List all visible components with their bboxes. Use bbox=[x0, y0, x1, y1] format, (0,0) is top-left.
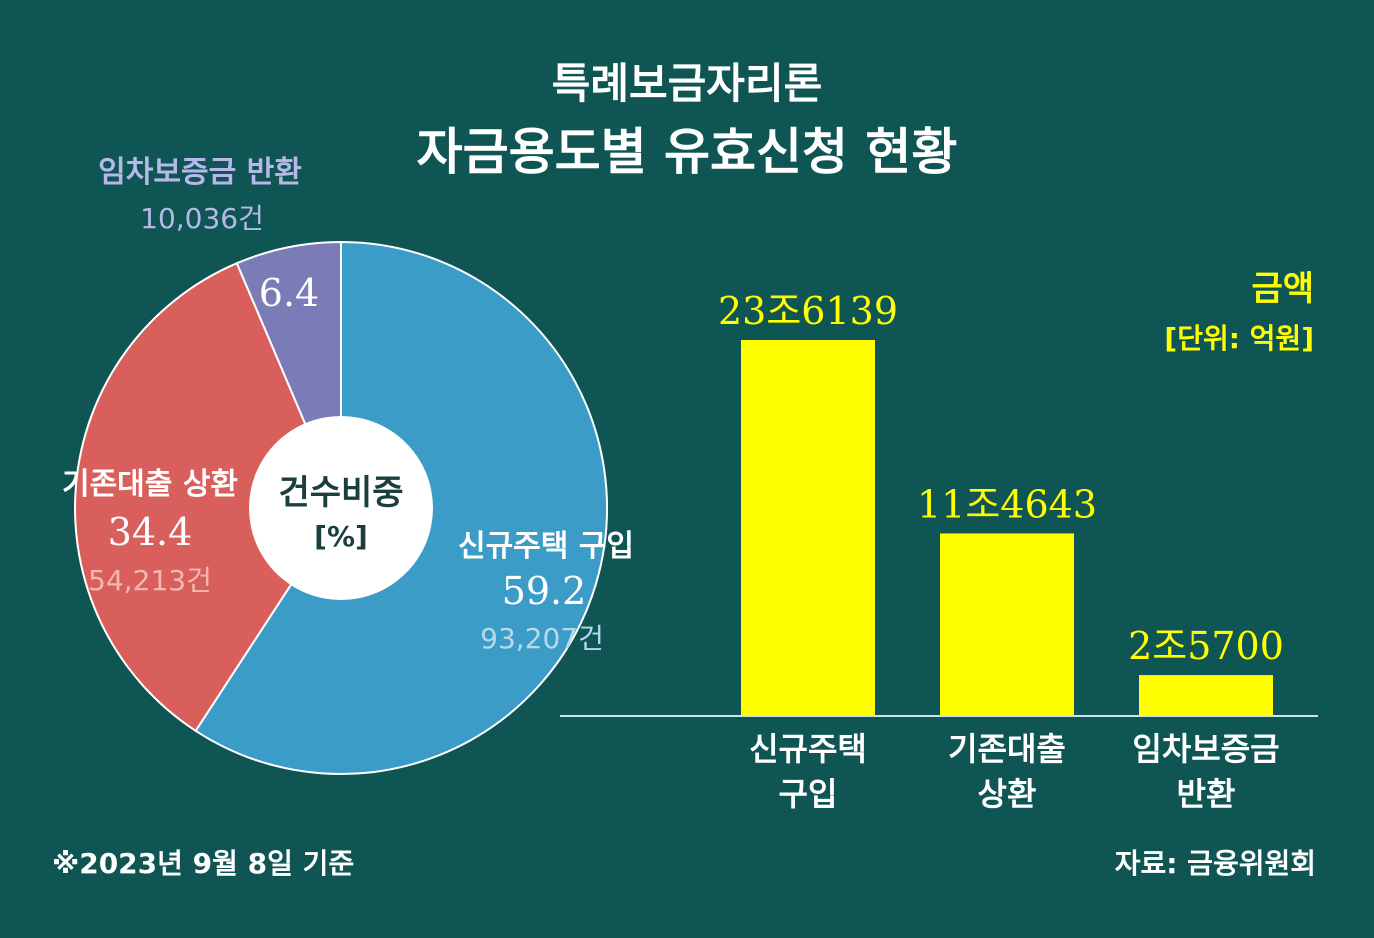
pie-center-label: 건수비중 bbox=[278, 473, 403, 513]
bar-legend-title: 금액 bbox=[1251, 269, 1314, 309]
bar-category-label-1-line1: 기존대출 bbox=[948, 730, 1066, 768]
bar-0 bbox=[741, 340, 875, 716]
pie-slice-value-0: 59.2 bbox=[502, 569, 587, 613]
pie-slice-count-2: 10,036건 bbox=[140, 202, 264, 235]
pie-slice-count-1: 54,213건 bbox=[88, 564, 212, 597]
pie-center-unit: [%] bbox=[314, 520, 368, 553]
pie-slice-value-2: 6.4 bbox=[259, 271, 319, 315]
bar-unit-label: [단위: 억원] bbox=[1164, 322, 1314, 355]
source-note: 자료: 금융위원회 bbox=[1114, 847, 1316, 880]
bar-category-label-1-line2: 상환 bbox=[978, 775, 1037, 813]
chart-subtitle: 자금용도별 유효신청 현황 bbox=[416, 123, 958, 181]
bar-value-label-2: 2조5700 bbox=[1128, 624, 1284, 668]
pie-slice-label-1: 기존대출 상환 bbox=[62, 467, 238, 502]
bar-value-label-1: 11조4643 bbox=[917, 482, 1097, 526]
pie-slice-value-1: 34.4 bbox=[108, 510, 193, 554]
pie-slice-1 bbox=[74, 261, 343, 733]
bar-value-label-0: 23조6139 bbox=[718, 289, 898, 333]
bar-category-label-0-line2: 구입 bbox=[779, 775, 838, 813]
pie-slice-label-0: 신규주택 구입 bbox=[458, 529, 634, 564]
pie-slice-count-0: 93,207건 bbox=[480, 622, 604, 655]
bar-1 bbox=[940, 533, 1074, 716]
bar-category-label-2-line1: 임차보증금 bbox=[1132, 730, 1279, 768]
pie-center bbox=[249, 416, 433, 600]
bar-2 bbox=[1139, 675, 1273, 716]
bar-category-label-2-line2: 반환 bbox=[1177, 775, 1236, 813]
footnote: ※2023년 9월 8일 기준 bbox=[52, 847, 355, 880]
pie-slice-label-2: 임차보증금 반환 bbox=[98, 155, 302, 190]
bar-category-label-0-line1: 신규주택 bbox=[749, 730, 867, 768]
chart-title: 특례보금자리론 bbox=[551, 59, 823, 108]
